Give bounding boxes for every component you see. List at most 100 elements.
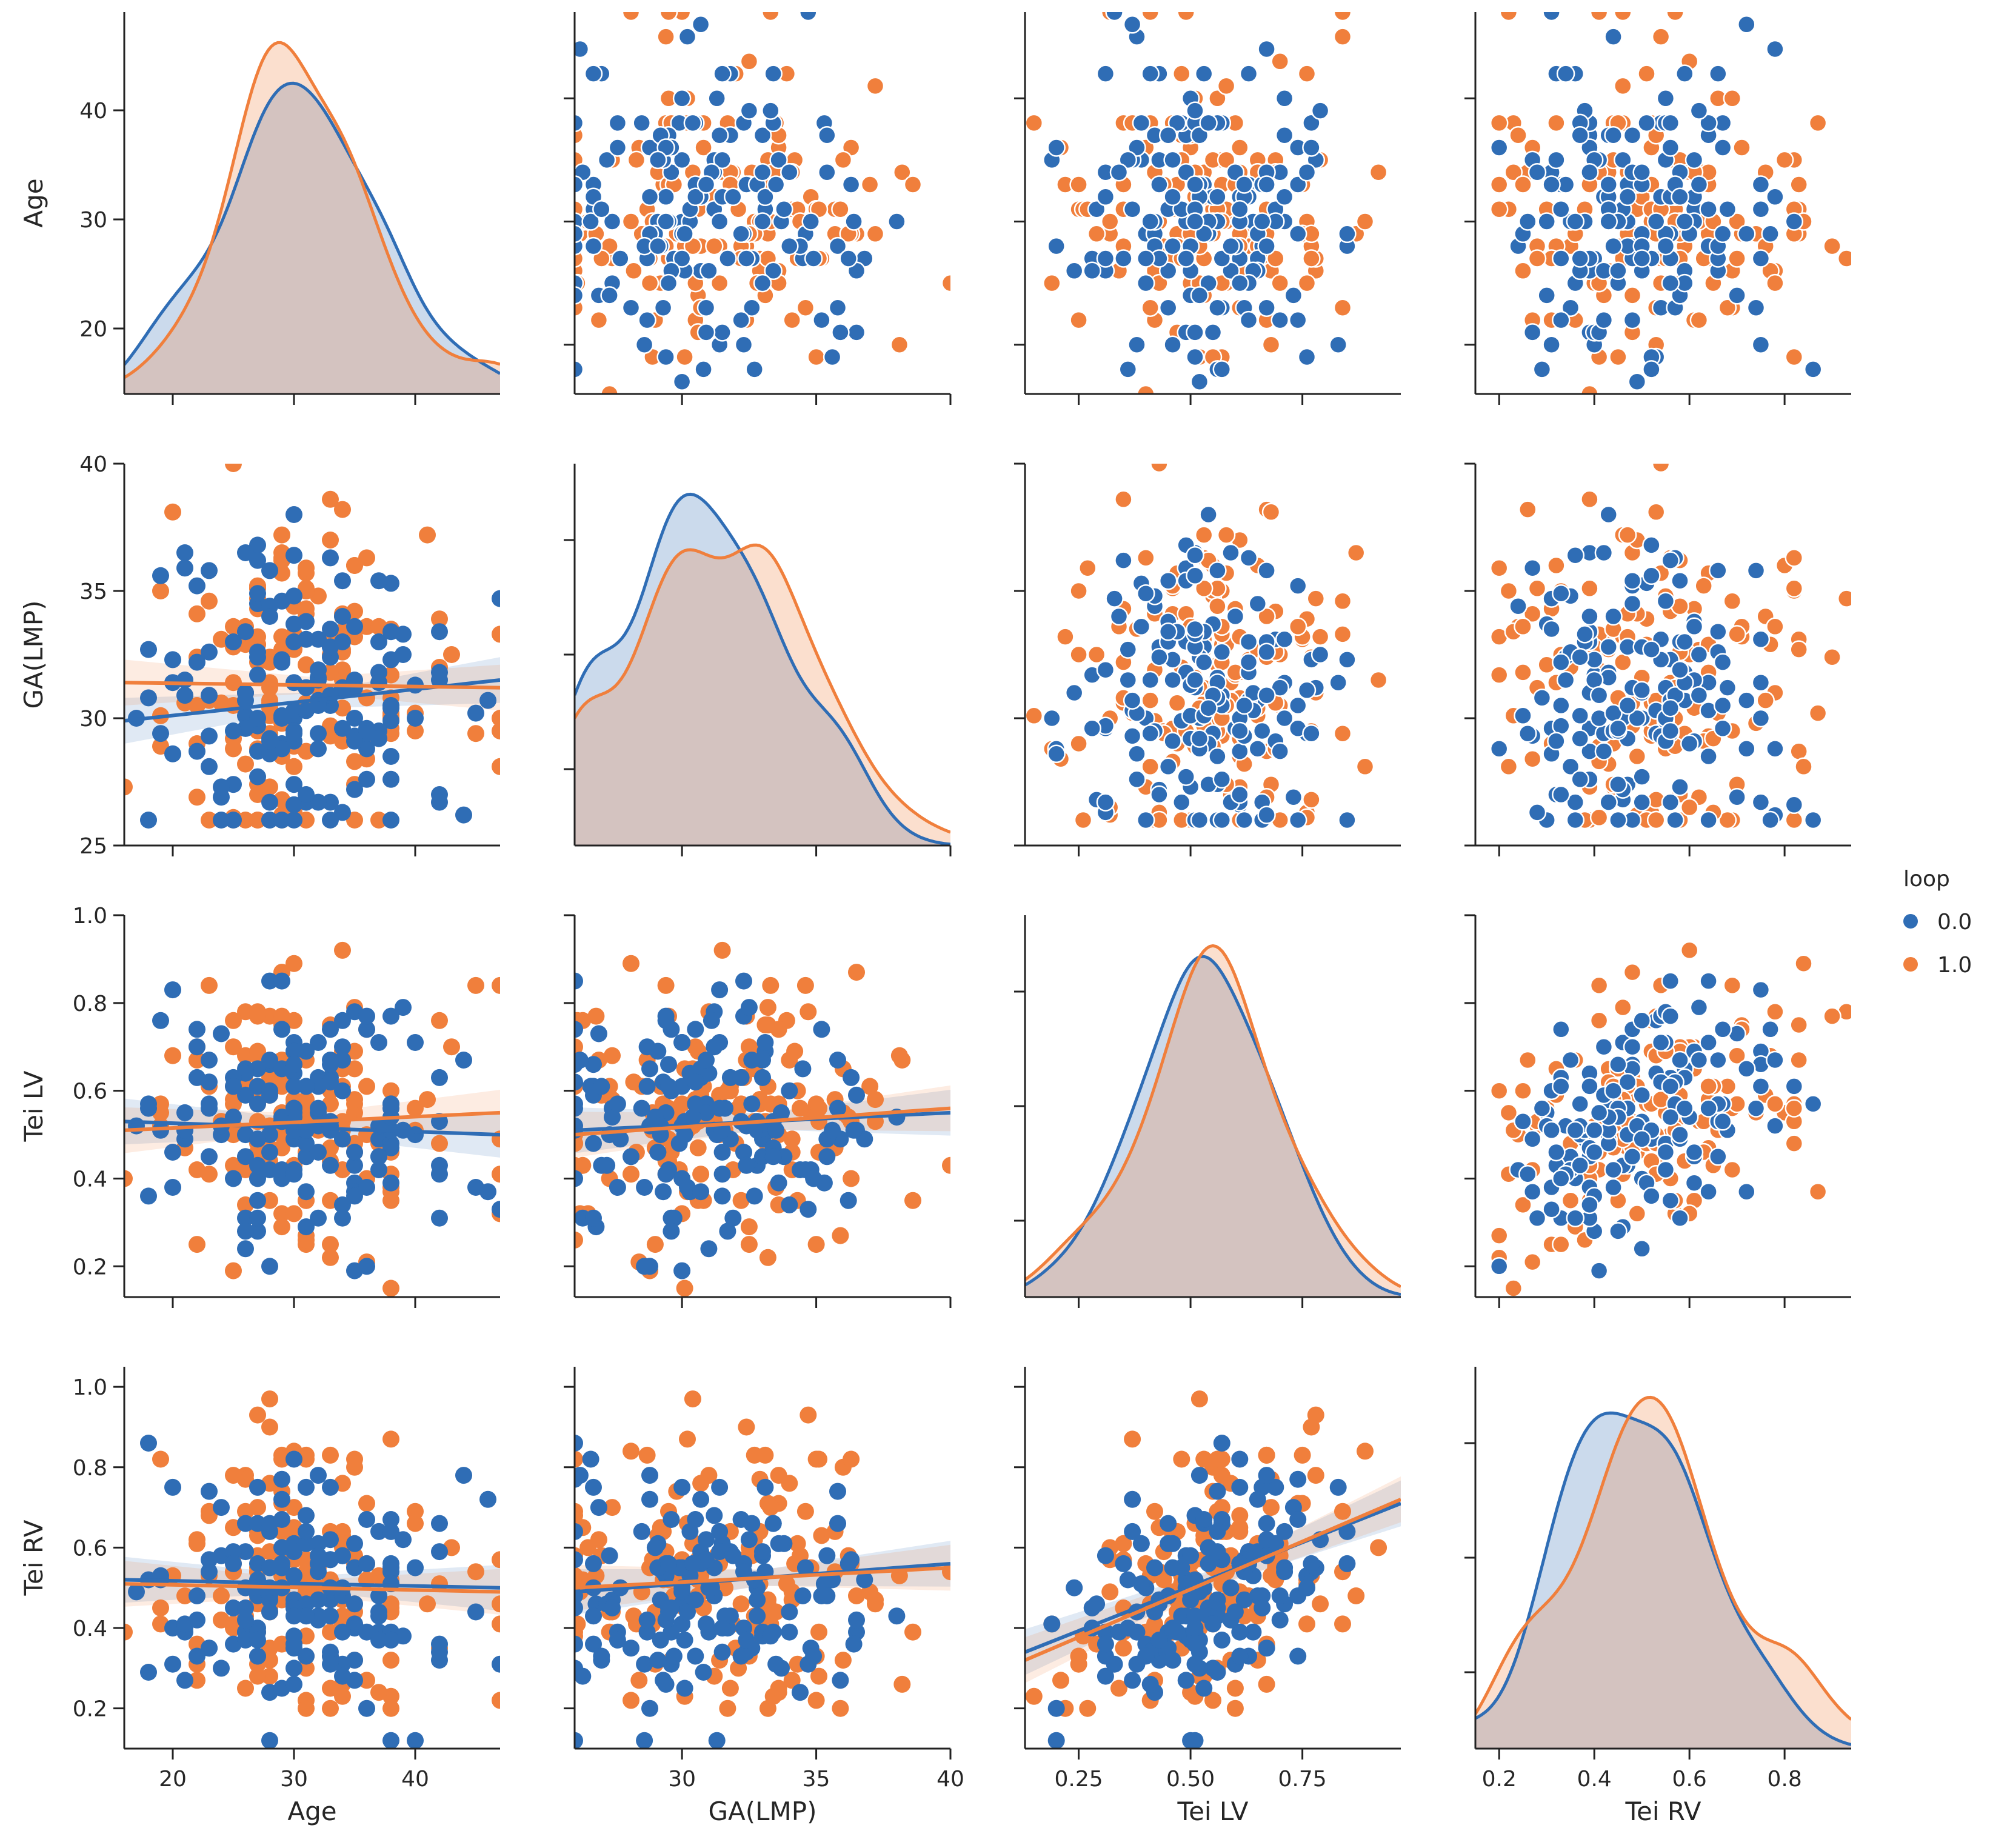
- point-0.0: [1043, 1615, 1061, 1633]
- point-0.0: [1087, 199, 1106, 219]
- point-0.0: [285, 506, 302, 523]
- point-0.0: [1186, 175, 1204, 194]
- point-0.0: [1127, 138, 1146, 157]
- point-0.0: [699, 261, 718, 281]
- point-0.0: [698, 1551, 715, 1569]
- point-0.0: [673, 1262, 691, 1279]
- point-0.0: [1276, 1563, 1294, 1581]
- point-0.0: [696, 323, 716, 342]
- point-1.0: [1069, 581, 1088, 601]
- point-1.0: [893, 1675, 911, 1693]
- point-0.0: [1200, 1555, 1217, 1572]
- panel-content: [575, 12, 950, 394]
- point-1.0: [1718, 298, 1737, 317]
- point-0.0: [1571, 729, 1589, 748]
- point-0.0: [585, 1555, 602, 1572]
- point-0.0: [1212, 360, 1232, 379]
- point-0.0: [641, 1467, 658, 1484]
- point-0.0: [692, 1183, 710, 1201]
- point-1.0: [575, 1038, 583, 1056]
- point-1.0: [1837, 249, 1851, 268]
- point-0.0: [225, 1078, 242, 1095]
- point-1.0: [213, 1587, 230, 1604]
- point-1.0: [1823, 647, 1841, 667]
- point-0.0: [1271, 1611, 1289, 1629]
- point-1.0: [1078, 558, 1097, 578]
- point-0.0: [1190, 1467, 1208, 1484]
- point-1.0: [781, 1052, 798, 1069]
- point-0.0: [285, 633, 302, 650]
- point-0.0: [649, 1144, 667, 1161]
- point-0.0: [764, 1515, 782, 1532]
- point-0.0: [1584, 670, 1604, 690]
- x-axis-title: GA(LMP): [708, 1796, 816, 1826]
- point-0.0: [1623, 310, 1642, 330]
- point-0.0: [322, 621, 339, 638]
- y-tick-label: 30: [79, 707, 107, 732]
- point-0.0: [1618, 1072, 1637, 1092]
- point-1.0: [431, 610, 448, 628]
- point-0.0: [718, 249, 737, 268]
- point-0.0: [1212, 249, 1232, 268]
- point-0.0: [1766, 1116, 1785, 1135]
- panel-content: [575, 492, 950, 846]
- point-0.0: [575, 1095, 583, 1113]
- point-0.0: [1713, 1020, 1732, 1039]
- point-0.0: [1699, 1099, 1718, 1118]
- point-0.0: [887, 212, 906, 231]
- point-0.0: [1311, 645, 1330, 664]
- point-1.0: [1069, 175, 1088, 194]
- point-1.0: [201, 976, 218, 994]
- point-0.0: [691, 15, 710, 34]
- point-0.0: [1552, 653, 1571, 672]
- point-0.0: [1047, 1732, 1065, 1749]
- point-0.0: [1257, 175, 1276, 194]
- point-1.0: [1499, 581, 1518, 601]
- kde-fill-1.0: [1475, 1397, 1851, 1749]
- point-1.0: [1190, 1390, 1208, 1408]
- point-0.0: [1275, 709, 1294, 728]
- point-1.0: [249, 786, 266, 803]
- point-0.0: [164, 1655, 181, 1673]
- point-0.0: [1257, 298, 1276, 317]
- point-0.0: [189, 1587, 205, 1604]
- point-0.0: [334, 608, 351, 625]
- point-1.0: [800, 1406, 817, 1424]
- point-0.0: [1489, 138, 1509, 157]
- point-0.0: [585, 1607, 602, 1625]
- point-0.0: [249, 1631, 266, 1649]
- point-1.0: [890, 1047, 908, 1064]
- point-1.0: [1589, 808, 1609, 827]
- point-1.0: [443, 646, 460, 663]
- point-0.0: [794, 1587, 812, 1604]
- point-0.0: [1150, 647, 1169, 667]
- point-0.0: [334, 1667, 351, 1685]
- x-tick-label: 0.50: [1166, 1767, 1215, 1792]
- point-1.0: [1263, 1499, 1280, 1516]
- point-0.0: [140, 1095, 157, 1113]
- point-0.0: [1699, 747, 1718, 766]
- point-0.0: [732, 224, 750, 244]
- point-1.0: [1297, 273, 1317, 293]
- point-0.0: [1675, 64, 1694, 83]
- point-0.0: [1190, 810, 1209, 830]
- point-0.0: [734, 335, 753, 354]
- point-1.0: [1499, 1103, 1518, 1122]
- point-0.0: [738, 1631, 755, 1649]
- point-0.0: [575, 1170, 583, 1187]
- point-0.0: [1666, 810, 1684, 830]
- point-0.0: [1194, 64, 1214, 83]
- point-1.0: [322, 1446, 339, 1464]
- point-0.0: [322, 1021, 339, 1038]
- point-1.0: [322, 1623, 339, 1641]
- point-0.0: [1258, 1640, 1275, 1657]
- point-1.0: [189, 1236, 205, 1253]
- point-0.0: [1163, 670, 1182, 690]
- point-0.0: [249, 1223, 266, 1240]
- point-0.0: [770, 1174, 787, 1192]
- point-0.0: [1552, 584, 1571, 603]
- point-0.0: [1713, 224, 1732, 244]
- point-0.0: [638, 1078, 656, 1095]
- point-1.0: [1333, 298, 1352, 317]
